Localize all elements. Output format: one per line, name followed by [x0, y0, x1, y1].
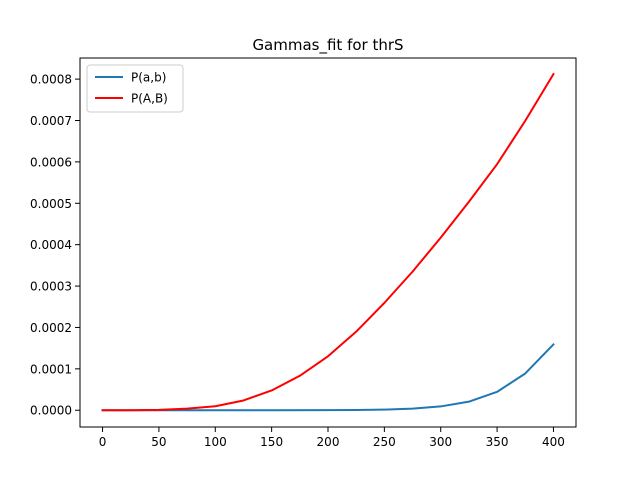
x-tick-label: 300: [429, 435, 452, 449]
legend-label-1: P(A,B): [131, 92, 168, 106]
y-tick-label: 0.0000: [30, 404, 72, 418]
x-tick-label: 150: [260, 435, 283, 449]
chart-title: Gammas_fit for thrS: [252, 36, 403, 55]
plot-area: [101, 72, 555, 412]
y-tick-label: 0.0006: [30, 155, 72, 169]
x-tick-label: 100: [204, 435, 227, 449]
y-tick-label: 0.0004: [30, 238, 72, 252]
x-tick-label: 0: [99, 435, 107, 449]
legend: P(a,b) P(A,B): [86, 64, 184, 113]
x-tick-label: 350: [486, 435, 509, 449]
legend-label-0: P(a,b): [131, 71, 166, 85]
y-tick-label: 0.0005: [30, 197, 72, 211]
x-tick-label: 400: [542, 435, 565, 449]
x-tick-label: 250: [373, 435, 396, 449]
series-line-1: [101, 72, 555, 412]
series-line-0: [101, 343, 555, 412]
y-tick-label: 0.0001: [30, 362, 72, 376]
x-tick-label: 200: [317, 435, 340, 449]
y-tick-label: 0.0002: [30, 321, 72, 335]
y-tick-label: 0.0007: [30, 114, 72, 128]
y-tick-label: 0.0003: [30, 280, 72, 294]
axes: 0 50 100 150 200 250 300 350 400 0.0000 0.0001 0.00…: [30, 57, 577, 449]
x-tick-label: 50: [151, 435, 166, 449]
y-tick-label: 0.0008: [30, 73, 72, 87]
